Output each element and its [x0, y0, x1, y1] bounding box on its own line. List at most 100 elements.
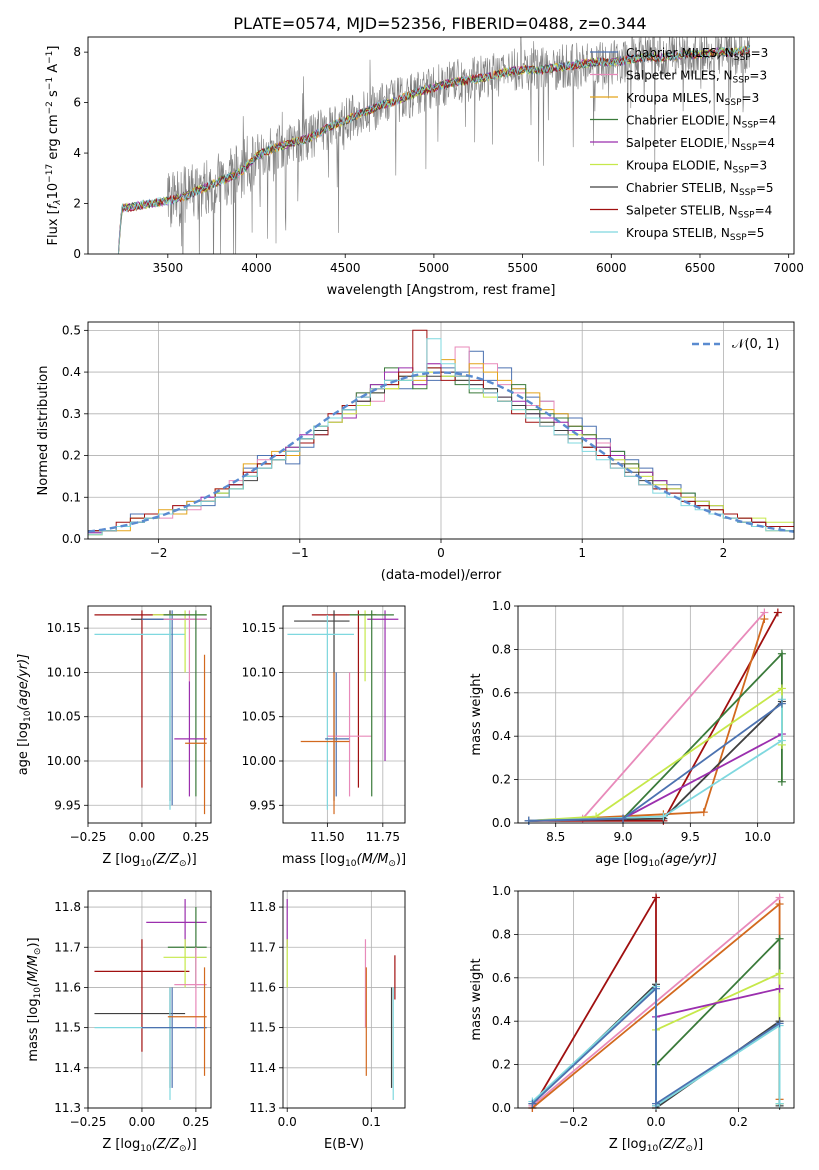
label-part: Salpeter ELODIE, N — [626, 136, 740, 150]
label-part: SSP — [739, 188, 756, 198]
label-part: SSP — [738, 211, 755, 221]
label-part: (M/M — [357, 852, 389, 867]
massweight-line — [528, 700, 783, 822]
spectrum-data-line — [118, 37, 750, 254]
tick-label-x: −0.2 — [559, 1115, 588, 1129]
panel-xlabel: Z [log10(Z/Z⊙)] — [102, 852, 196, 869]
tick-label-x: −0.25 — [70, 1115, 107, 1129]
label-part: mass [log — [26, 998, 41, 1061]
tick-label-y: 10.15 — [47, 621, 81, 635]
label-part: mass [log — [282, 852, 345, 867]
tick-label-y: 0.5 — [62, 323, 81, 337]
tick-label-y: 10.15 — [242, 621, 276, 635]
tick-label-x: 0.25 — [183, 1115, 210, 1129]
tick-label-y: 11.3 — [249, 1101, 276, 1115]
label-part: ⊙ — [685, 1144, 693, 1154]
label-part: mass weight — [469, 958, 484, 1040]
ebv-xlabel: E(B-V) — [324, 1137, 364, 1152]
tick-label-x: 7000 — [773, 261, 804, 275]
tick-label-y: 1.0 — [492, 599, 511, 613]
label-part: Normed distribution — [36, 366, 51, 496]
label-part: Z [log — [102, 852, 140, 867]
label-part: −1 — [45, 51, 55, 64]
label-part: E(B-V) — [324, 1137, 364, 1152]
tick-label-x: 0.25 — [183, 830, 210, 844]
spectrum-ylabel: Flux [fλ10−17 erg cm−2 s−1 A−1] — [45, 46, 63, 246]
label-part: =3 — [742, 91, 760, 105]
tick-label-x: 0.1 — [362, 1115, 381, 1129]
tick-label-y: 0.4 — [62, 365, 81, 379]
label-part: ⊙ — [33, 948, 43, 956]
residuals-frame — [87, 321, 795, 540]
age_vs_z-axes: −0.25 0.00 0.25 9.95 10.00 10.05 10.10 10.15 — [47, 606, 211, 844]
label-part: )] — [396, 852, 406, 867]
label-part: 10 — [140, 859, 152, 869]
label-part: Salpeter MILES, N — [626, 69, 733, 83]
age_vs_mass-axes: 11.50 11.75 9.95 10.00 10.05 10.10 10.15 — [242, 606, 405, 844]
tick-label-y: 0.2 — [492, 1058, 511, 1072]
tick-label-y: 11.4 — [249, 1061, 276, 1075]
tick-label-x: −0.25 — [70, 830, 107, 844]
label-part: =4 — [755, 204, 773, 218]
massweight-line — [528, 733, 783, 822]
label-part: (M/M — [26, 955, 41, 987]
label-part: 10 — [23, 710, 33, 722]
spectrum-model-line — [118, 46, 751, 254]
legend-label: Salpeter STELIB, NSSP=4 — [626, 204, 772, 221]
tick-label-x: 4500 — [330, 261, 361, 275]
tick-label-x: 8.5 — [546, 830, 565, 844]
label-part: age [log — [16, 722, 31, 775]
legend-label: Chabrier STELIB, NSSP=5 — [626, 181, 774, 198]
label-part: (data-model)/error — [381, 568, 502, 583]
spectrum-axes: 3500 4000 4500 5000 5500 6000 6500 7000 0 2 4 6 8 — [73, 45, 804, 275]
label-part: =3 — [751, 46, 769, 60]
legend-label: Kroupa ELODIE, NSSP=3 — [626, 159, 767, 176]
label-part: 𝒩(0, 1) — [732, 337, 779, 352]
gaussian-curve — [87, 371, 795, 533]
tick-label-x: 0.0 — [646, 1115, 665, 1129]
label-part: Kroupa MILES, N — [626, 91, 725, 105]
tick-label-y: 11.4 — [54, 1061, 81, 1075]
label-part: )] — [693, 1137, 703, 1152]
label-part: 10 — [46, 183, 61, 200]
legend-label-gaussian: 𝒩(0, 1) — [732, 337, 779, 352]
legend-label: Salpeter MILES, NSSP=3 — [626, 69, 767, 86]
label-part: SSP — [734, 53, 751, 63]
mass_vs_z-frame — [87, 890, 212, 1109]
tick-label-y: 0.4 — [492, 1014, 511, 1028]
label-part: SSP — [733, 166, 750, 176]
tick-label-y: 0.8 — [492, 642, 511, 656]
legend-label: Chabrier MILES, NSSP=3 — [626, 46, 768, 63]
tick-label-x: 0.0 — [278, 1115, 297, 1129]
label-part: 10 — [140, 1144, 152, 1154]
label-part: Kroupa STELIB, N — [626, 226, 730, 240]
tick-label-x: 10.0 — [744, 830, 771, 844]
tick-label-x: 9.0 — [613, 830, 632, 844]
label-part: SSP — [730, 233, 747, 243]
tick-label-y: 8 — [73, 45, 81, 59]
tick-label-y: 10.10 — [47, 665, 81, 679]
label-part: Flux [ — [46, 209, 61, 245]
age_vs_mass-frame — [282, 605, 406, 824]
label-part: −17 — [45, 164, 55, 183]
tick-label-y: 0.0 — [492, 1101, 511, 1115]
tick-label-x: 4000 — [241, 261, 272, 275]
label-part: =5 — [747, 226, 765, 240]
tick-label-y: 10.00 — [47, 754, 81, 768]
label-part: )] — [187, 1137, 197, 1152]
tick-label-x: 6000 — [596, 261, 627, 275]
tick-label-x: 3500 — [153, 261, 184, 275]
tick-label-y: 0.0 — [492, 816, 511, 830]
tick-label-x: −1 — [291, 546, 309, 560]
label-part: Z [log — [609, 1137, 647, 1152]
label-part: f — [46, 202, 61, 209]
label-part: erg cm — [46, 114, 61, 163]
label-part: =3 — [749, 69, 767, 83]
tick-label-y: 11.6 — [249, 980, 276, 994]
mass-z-ylabel: mass [log10(M/M⊙)] — [26, 937, 43, 1061]
tick-label-y: 11.7 — [249, 940, 276, 954]
label-part: ⊙ — [179, 859, 187, 869]
label-part: −1 — [45, 77, 55, 90]
label-part: Kroupa ELODIE, N — [626, 159, 733, 173]
